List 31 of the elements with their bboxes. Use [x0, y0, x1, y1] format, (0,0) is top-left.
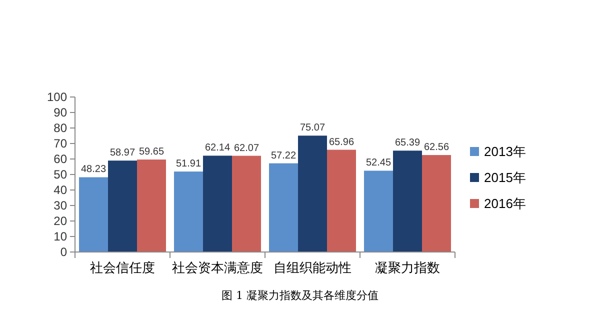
- data-label: 65.39: [394, 138, 420, 149]
- y-tick-label: 100: [46, 90, 68, 104]
- legend-label: 2013年: [484, 144, 526, 159]
- data-label: 62.14: [204, 142, 230, 154]
- data-label: 62.56: [424, 142, 450, 154]
- y-tick-label: 0: [60, 245, 68, 259]
- y-tick-label: 40: [54, 183, 68, 197]
- x-tick-label: 社会资本满意度: [172, 260, 263, 275]
- legend-label: 2016年: [484, 196, 526, 211]
- x-tick-label: 自组织能动性: [274, 260, 352, 275]
- y-tick-label: 70: [54, 136, 68, 150]
- data-label: 52.45: [366, 158, 392, 169]
- data-label: 62.07: [234, 142, 260, 154]
- y-tick-label: 20: [54, 214, 68, 228]
- data-label: 59.65: [138, 146, 164, 158]
- y-tick-label: 60: [54, 152, 68, 166]
- data-label: 51.91: [176, 158, 202, 170]
- data-label: 75.07: [300, 122, 326, 134]
- legend-label: 2015年: [484, 170, 526, 185]
- y-tick-label: 80: [54, 121, 68, 135]
- data-label: 57.22: [270, 150, 296, 162]
- x-tick-label: 社会信任度: [90, 260, 155, 275]
- y-tick-label: 50: [54, 168, 68, 182]
- data-label: 65.96: [328, 136, 354, 148]
- data-label: 48.23: [80, 164, 106, 176]
- y-tick-label: 30: [54, 198, 68, 212]
- caption: 图 1 凝聚力指数及其各维度分值: [222, 289, 378, 302]
- y-tick-label: 10: [54, 230, 68, 244]
- x-tick-label: 凝聚力指数: [375, 260, 440, 275]
- y-tick-label: 90: [54, 106, 68, 120]
- data-label: 58.97: [110, 148, 136, 159]
